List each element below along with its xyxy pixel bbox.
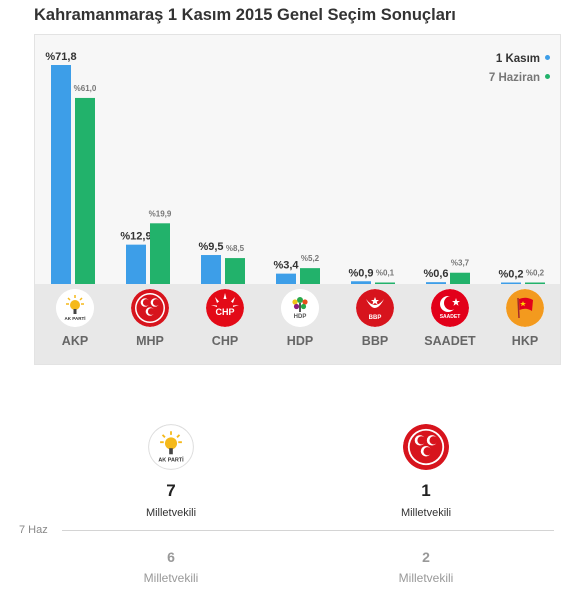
data-label-saadet-1-kasim: %0,6 [423, 268, 448, 280]
chart-legend: 1 Kasım 7 Haziran [489, 50, 550, 88]
bar-chp-7-haziran[interactable] [225, 258, 245, 284]
party-akp[interactable]: AK PARTİ AKP [37, 284, 113, 364]
seat-label-mhp: Milletvekili [400, 507, 452, 519]
bar-chp-1-kasim[interactable] [201, 255, 221, 284]
seat-akp-previous: 6 Milletvekili [91, 549, 251, 585]
bar-saadet-7-haziran[interactable] [450, 272, 470, 284]
party-name-chp: CHP [211, 334, 239, 348]
legend-label-7-haziran: 7 Haziran [488, 72, 540, 84]
data-label-bbp-1-kasim: %0,9 [348, 267, 373, 279]
party-name-saadet: SAADET [424, 334, 476, 348]
data-label-chp-1-kasim: %9,5 [198, 241, 223, 253]
party-name-mhp: MHP [136, 334, 164, 348]
seat-count-mhp: 1 [421, 481, 431, 500]
akp-logo-icon: AK PARTİ [56, 289, 94, 327]
bar-hdp-7-haziran[interactable] [300, 268, 320, 284]
mhp-logo-icon [131, 289, 169, 327]
previous-election-label: 7 Haz [19, 524, 48, 536]
seat-divider [62, 530, 554, 531]
legend-label-1-kasim: 1 Kasım [495, 53, 540, 65]
prev-seat-label-mhp: Milletvekili [398, 571, 454, 585]
akp-logo-icon: AK PARTİ [148, 424, 194, 470]
svg-text:BBP: BBP [369, 315, 382, 321]
prev-seat-count-akp: 6 [167, 549, 175, 565]
data-label-mhp-7-haziran: %19,9 [149, 209, 172, 218]
party-hdp[interactable]: HDP HDP [262, 284, 338, 364]
page-title: Kahramanmaraş 1 Kasım 2015 Genel Seçim S… [34, 6, 456, 24]
legend-item-1-kasim: 1 Kasım [489, 50, 550, 69]
data-label-bbp-7-haziran: %0,1 [376, 269, 395, 278]
seat-count-akp: 7 [166, 481, 176, 500]
party-name-hdp: HDP [286, 334, 314, 348]
data-label-chp-7-haziran: %8,5 [226, 244, 245, 253]
party-bbp[interactable]: BBP BBP [337, 284, 413, 364]
hdp-logo-icon: HDP [281, 289, 319, 327]
bar-hdp-1-kasim[interactable] [276, 273, 296, 284]
hkp-logo-icon [506, 289, 544, 327]
legend-dot-green [545, 74, 550, 80]
bar-akp-1-kasim[interactable] [51, 65, 71, 284]
seat-akp-current: AK PARTİ 7 Milletvekili [91, 424, 251, 519]
bar-chart-svg: %71,8 %61,0 %12,9 %19,9 %9,5 %8,5 %3,4%5,2 %0,9… [45, 51, 545, 285]
bar-mhp-1-kasim[interactable] [126, 244, 146, 284]
bar-mhp-7-haziran[interactable] [150, 223, 170, 284]
svg-text:SAADET: SAADET [440, 314, 461, 320]
seat-label-akp: Milletvekili [145, 507, 197, 519]
party-chp[interactable]: CHP CHP [187, 284, 263, 364]
party-logo-strip: AK PARTİ AKP MHP [35, 284, 560, 364]
svg-text:AK PARTİ: AK PARTİ [158, 457, 184, 464]
data-label-akp-1-kasim: %71,8 [45, 51, 76, 63]
party-saadet[interactable]: SAADET SAADET [412, 284, 488, 364]
bar-akp-7-haziran[interactable] [75, 97, 95, 285]
legend-dot-blue [545, 55, 550, 61]
seat-mhp-previous: 2 Milletvekili [346, 549, 506, 585]
party-name-akp: AKP [61, 334, 89, 348]
chp-logo-icon: CHP [206, 289, 244, 327]
svg-text:AK PARTİ: AK PARTİ [65, 315, 86, 321]
svg-text:HDP: HDP [294, 314, 307, 320]
data-label-hdp-1-kasim: %3,4 [273, 260, 299, 272]
prev-seat-label-akp: Milletvekili [143, 571, 199, 585]
data-label-hdp-7-haziran: %5,2 [301, 254, 320, 263]
data-label-hkp-7-haziran: %0,2 [526, 269, 545, 278]
data-label-akp-7-haziran: %61,0 [74, 84, 97, 93]
svg-text:CHP: CHP [215, 307, 234, 317]
party-mhp[interactable]: MHP [112, 284, 188, 364]
bar-saadet-1-kasim[interactable] [426, 282, 446, 284]
saadet-logo-icon: SAADET [431, 289, 469, 327]
party-name-hkp: HKP [511, 334, 539, 348]
mhp-logo-icon [403, 424, 449, 470]
seat-mhp-current: 1 Milletvekili [346, 424, 506, 519]
party-hkp[interactable]: HKP [487, 284, 563, 364]
data-label-hkp-1-kasim: %0,2 [498, 269, 523, 281]
bar-bbp-1-kasim[interactable] [351, 281, 371, 284]
data-label-saadet-7-haziran: %3,7 [451, 259, 470, 268]
bar-hkp-7-haziran[interactable] [525, 282, 545, 285]
bar-hkp-1-kasim[interactable] [501, 282, 521, 285]
prev-seat-count-mhp: 2 [422, 549, 430, 565]
legend-item-7-haziran: 7 Haziran [489, 69, 550, 88]
data-label-mhp-1-kasim: %12,9 [120, 231, 151, 243]
bar-bbp-7-haziran[interactable] [375, 282, 395, 285]
results-chart: %71,8 %61,0 %12,9 %19,9 %9,5 %8,5 %3,4 %5,2 %0,9… [34, 34, 561, 365]
bbp-logo-icon: BBP [356, 289, 394, 327]
party-name-bbp: BBP [361, 334, 389, 348]
